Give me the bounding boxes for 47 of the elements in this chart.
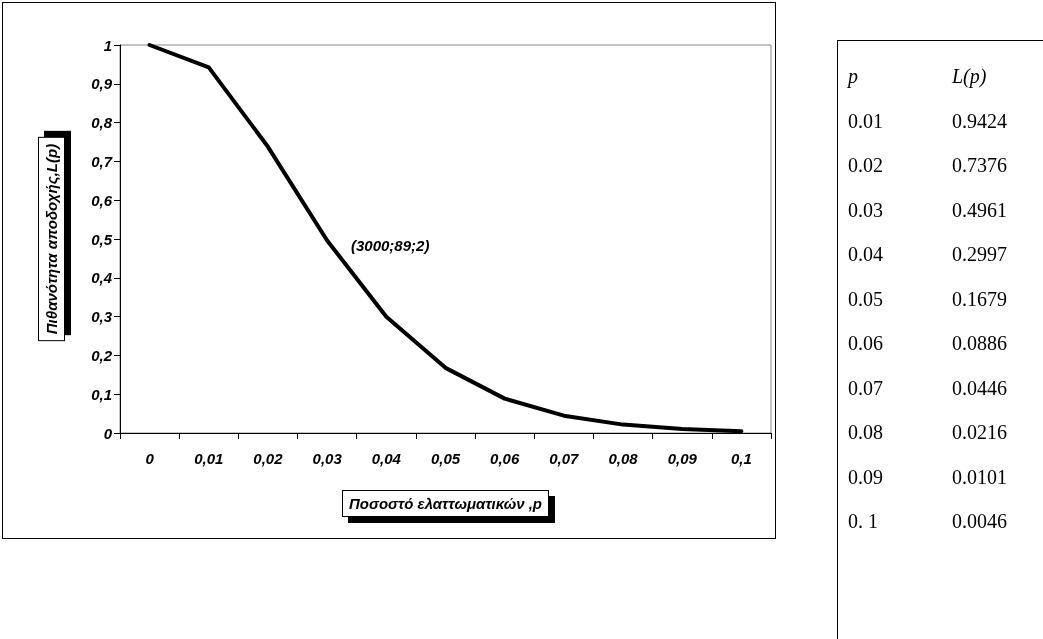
text: p [848, 65, 858, 88]
x-tick-label: 0,03 [312, 450, 343, 467]
text: 0.03 [848, 198, 883, 222]
text: 0.0101 [952, 465, 1007, 489]
y-tick-label: 0,7 [91, 152, 113, 170]
annotation: (3000;89;2) [351, 237, 430, 254]
text: 0.02 [848, 154, 883, 177]
y-tick-label: 1 [103, 36, 112, 54]
text: 0.07 [848, 376, 883, 400]
y-tick-label: 0 [103, 424, 113, 442]
y-tick-label: 0,5 [91, 230, 113, 248]
text: 0. 1 [848, 510, 878, 533]
text: 0.0216 [952, 421, 1007, 444]
x-tick-label: 0,05 [430, 450, 461, 467]
x-axis-title: Ποσοστό ελαττωματικών ,p [349, 495, 542, 512]
text: 0.0046 [952, 510, 1007, 533]
x-tick-label: 0,09 [667, 450, 698, 467]
text: L(p) [952, 65, 987, 88]
text: 0.1679 [952, 287, 1007, 311]
x-tick-label: 0,08 [608, 450, 639, 467]
y-tick-label: 0,1 [91, 385, 112, 403]
text: 0.7376 [952, 154, 1007, 177]
text: 0.04 [848, 243, 883, 266]
text: 0.0446 [952, 376, 1007, 400]
text: 0.9424 [952, 109, 1007, 133]
x-tick-label: 0,02 [253, 450, 284, 467]
y-tick-label: 0,9 [91, 75, 113, 93]
x-tick-label: 0,1 [730, 450, 752, 467]
x-tick-label: 0,06 [490, 450, 520, 467]
y-tick-label: 0,2 [91, 346, 113, 364]
x-tick-label: 0,04 [371, 450, 402, 467]
text: 0.0886 [952, 332, 1007, 355]
y-tick-label: 0,6 [91, 191, 113, 209]
text: 0.08 [848, 421, 883, 444]
y-axis-title: Πιθανότητα αποδοχής,L(p) [43, 143, 60, 335]
y-tick-label: 0,4 [91, 269, 113, 287]
y-tick-label: 0,8 [91, 114, 113, 132]
text: 0.09 [848, 465, 883, 489]
text: 0.05 [848, 287, 883, 311]
text: 0.4961 [952, 198, 1007, 222]
x-tick-label: 0,07 [549, 450, 580, 467]
y-tick-label: 0,3 [91, 308, 113, 326]
x-tick-label: 0 [145, 450, 155, 467]
text: 0.01 [848, 109, 883, 133]
x-tick-label: 0,01 [194, 450, 224, 467]
text: 0.06 [848, 332, 883, 355]
text: 0.2997 [952, 243, 1007, 266]
